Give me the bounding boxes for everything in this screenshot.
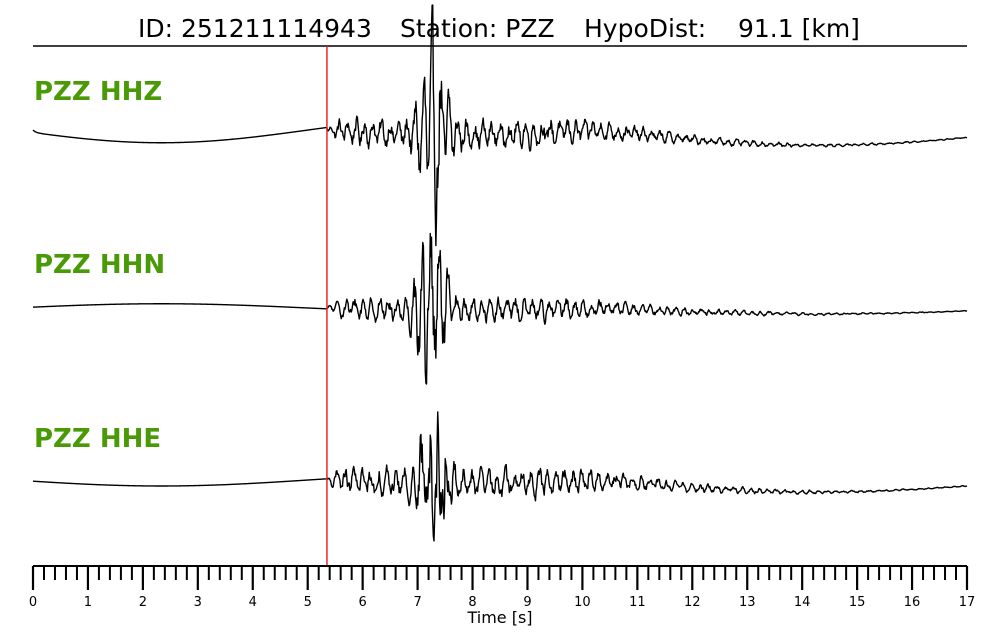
tick-label: 1 — [84, 595, 92, 610]
channel-label-hhn: PZZ HHN — [34, 250, 165, 280]
time-axis-ticks — [31, 566, 969, 590]
tick-label: 12 — [684, 595, 701, 610]
tick-label: 17 — [959, 595, 976, 610]
time-axis-title: Time [s] — [466, 608, 532, 627]
trace-panel-hhz: PZZ HHZ — [32, 4, 968, 247]
tick-label: 16 — [904, 595, 921, 610]
trace-panels: PZZ HHZ PZZ HHN PZZ HHE — [32, 4, 968, 542]
title-station: Station: PZZ — [400, 14, 555, 43]
title-hypodist: HypoDist: 91.1 [km] — [584, 14, 860, 43]
tick-label: 4 — [249, 595, 257, 610]
title-event-id: ID: 251211114943 — [138, 14, 372, 43]
tick-label: 13 — [739, 595, 756, 610]
figure-title: ID: 251211114943 Station: PZZ HypoDist: … — [138, 14, 860, 43]
channel-label-hhe: PZZ HHE — [34, 424, 161, 454]
tick-label: 6 — [359, 595, 367, 610]
time-axis-tick-labels: 0 1 2 3 4 5 6 7 8 9 10 11 12 13 14 15 16 17 — [29, 595, 975, 610]
tick-label: 2 — [139, 595, 147, 610]
tick-label: 10 — [574, 595, 591, 610]
waveform-trace-hhe — [32, 411, 968, 542]
tick-label: 14 — [794, 595, 811, 610]
tick-label: 9 — [523, 595, 531, 610]
tick-label: 15 — [849, 595, 866, 610]
time-axis: 0 1 2 3 4 5 6 7 8 9 10 11 12 13 14 15 16 17 Time [s] — [29, 565, 975, 627]
tick-label: 11 — [629, 595, 646, 610]
tick-label: 3 — [194, 595, 202, 610]
waveform-trace-hhn — [32, 232, 968, 385]
tick-label: 5 — [304, 595, 312, 610]
tick-label: 7 — [413, 595, 421, 610]
tick-label: 8 — [468, 595, 476, 610]
channel-label-hhz: PZZ HHZ — [34, 77, 162, 107]
trace-panel-hhn: PZZ HHN — [32, 232, 968, 385]
tick-label: 0 — [29, 595, 37, 610]
trace-panel-hhe: PZZ HHE — [32, 411, 968, 542]
waveform-trace-hhz — [32, 4, 968, 247]
